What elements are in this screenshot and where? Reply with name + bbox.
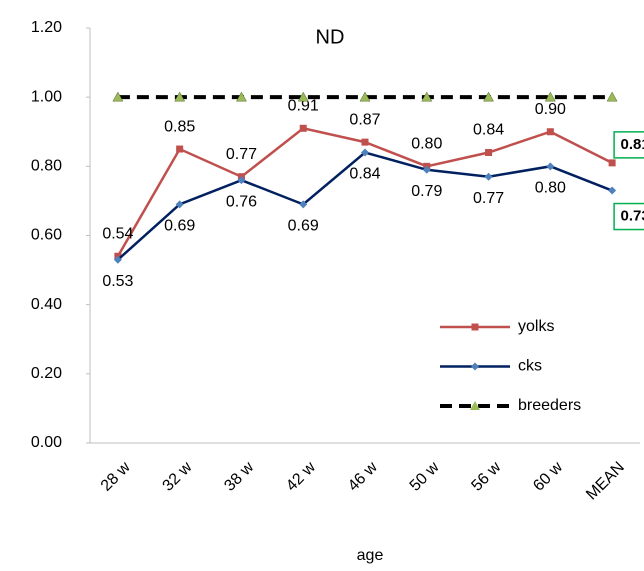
legend-label: cks <box>518 358 542 375</box>
y-tick-label: 0.20 <box>31 365 62 382</box>
value-label: 0.90 <box>535 101 566 118</box>
marker <box>359 91 371 102</box>
marker <box>546 162 555 171</box>
x-tick-label: 38 w <box>221 458 257 494</box>
marker <box>422 165 431 174</box>
value-label: 0.79 <box>411 183 442 200</box>
x-tick-label: 56 w <box>468 458 504 494</box>
value-label-box <box>613 131 644 159</box>
marker <box>361 138 369 146</box>
x-tick-label: 28 w <box>98 458 134 494</box>
legend-marker <box>471 362 479 371</box>
value-label: 0.77 <box>473 190 504 207</box>
value-label-box <box>613 202 644 231</box>
legend-label: breeders <box>518 397 581 414</box>
marker <box>544 91 556 102</box>
y-tick-label: 0.40 <box>31 296 62 313</box>
value-label: 0.69 <box>288 218 319 235</box>
x-tick-label: 60 w <box>530 458 566 494</box>
marker <box>421 91 433 102</box>
marker <box>608 186 617 195</box>
value-label: 0.76 <box>226 193 257 210</box>
x-tick-label: 50 w <box>407 458 443 494</box>
y-tick-label: 0.60 <box>31 227 62 244</box>
marker <box>237 176 246 185</box>
marker <box>175 200 184 209</box>
value-label: 0.85 <box>164 118 195 135</box>
marker <box>361 148 369 157</box>
marker <box>484 172 493 181</box>
value-label: 0.84 <box>349 166 380 183</box>
value-label: 0.81 <box>621 136 644 153</box>
legend-marker <box>470 401 480 410</box>
y-tick-label: 1.00 <box>31 88 62 105</box>
value-label: 0.91 <box>288 98 319 115</box>
marker <box>113 255 122 264</box>
y-tick-label: 0.80 <box>31 158 62 175</box>
y-tick-label: 0.00 <box>31 434 62 451</box>
value-label: 0.80 <box>411 136 442 153</box>
value-label: 0.80 <box>535 180 566 197</box>
marker <box>606 91 618 102</box>
value-label: 0.87 <box>349 111 380 128</box>
marker <box>546 128 554 136</box>
marker <box>236 91 247 102</box>
x-tick-label: MEAN <box>583 459 628 504</box>
marker <box>176 145 184 153</box>
chart-title: ND <box>316 26 345 48</box>
marker <box>297 91 309 102</box>
value-label: 0.73 <box>621 208 644 225</box>
legend-marker <box>471 323 479 331</box>
marker <box>299 124 307 132</box>
x-tick-label: 42 w <box>283 458 319 494</box>
value-label: 0.84 <box>473 122 504 139</box>
marker <box>299 200 308 209</box>
x-tick-label: 32 w <box>160 458 196 494</box>
marker <box>483 91 494 102</box>
marker <box>608 159 616 167</box>
marker <box>485 149 493 156</box>
value-label: 0.77 <box>226 146 257 163</box>
marker <box>174 91 186 102</box>
value-label: 0.54 <box>102 225 133 242</box>
y-tick-label: 1.20 <box>31 19 62 36</box>
legend-label: yolks <box>518 318 554 335</box>
x-axis-label: age <box>357 547 384 564</box>
x-tick-label: 46 w <box>345 458 381 494</box>
value-label: 0.53 <box>102 273 133 290</box>
value-label: 0.69 <box>164 218 195 235</box>
marker <box>112 91 124 102</box>
